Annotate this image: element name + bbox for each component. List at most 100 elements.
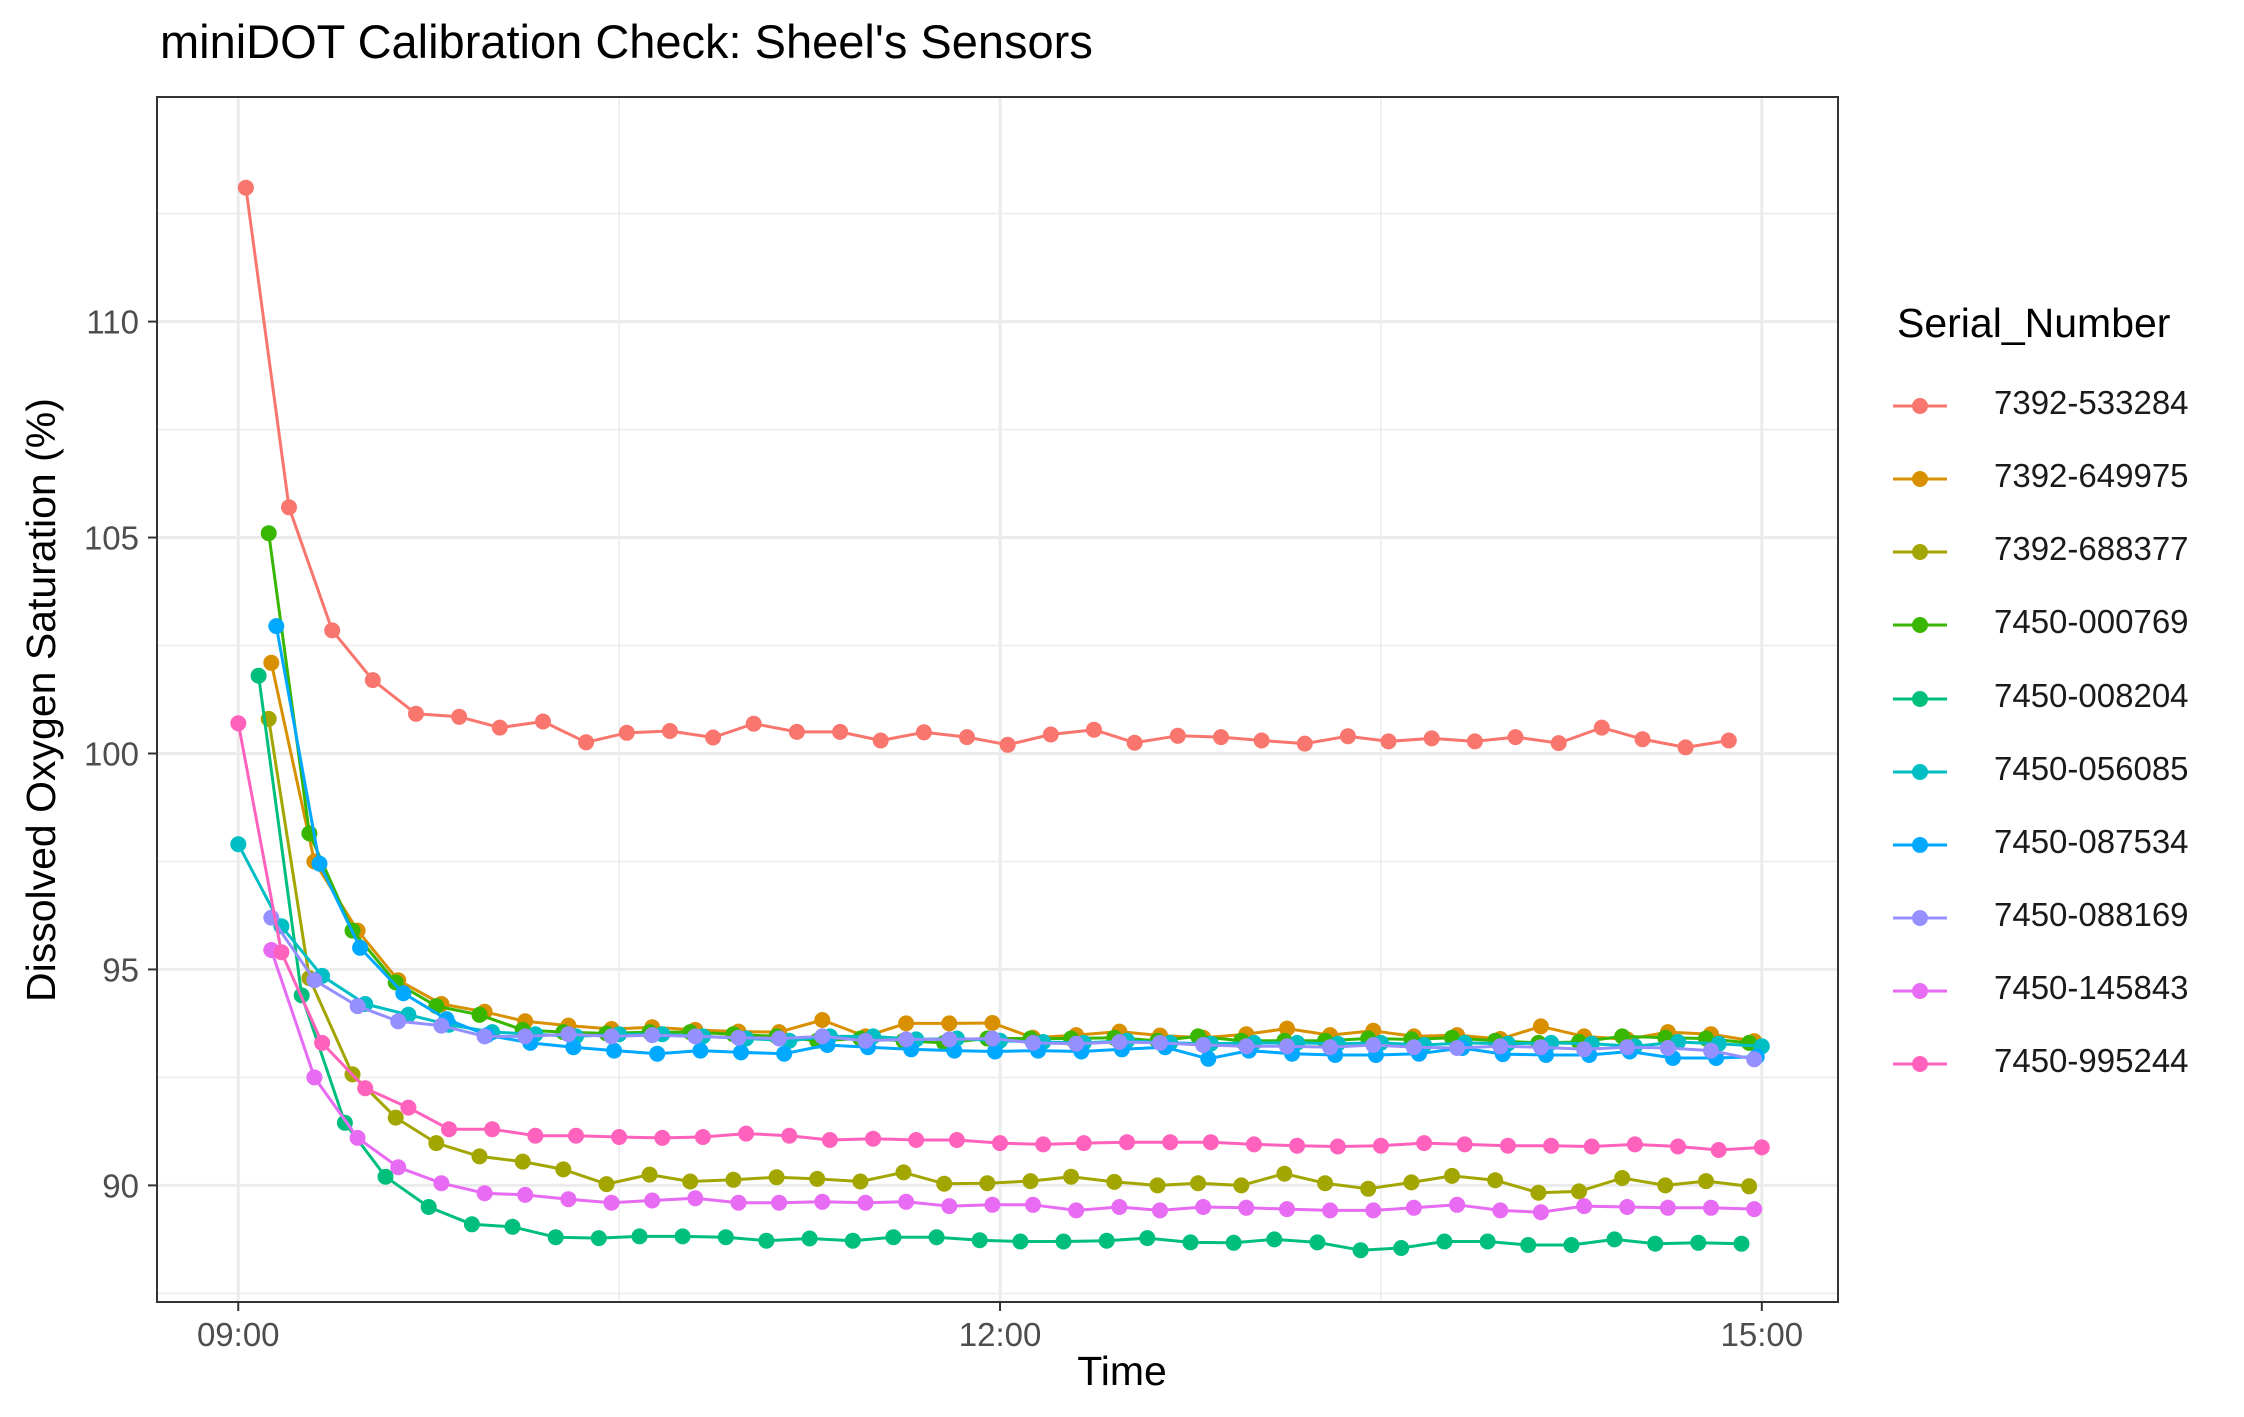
- data-point: [1106, 1173, 1123, 1190]
- series-7450-995244: [230, 715, 1770, 1158]
- data-point: [1322, 1202, 1339, 1219]
- data-point: [898, 1193, 915, 1210]
- data-point: [941, 1015, 958, 1032]
- data-point: [788, 723, 805, 740]
- data-point: [1352, 1242, 1369, 1259]
- legend-key-point: [1912, 544, 1928, 561]
- legend-key-point: [1912, 1056, 1928, 1073]
- data-point: [471, 1148, 488, 1165]
- data-point: [1111, 1199, 1128, 1215]
- data-point: [915, 724, 932, 741]
- data-point: [898, 1015, 915, 1032]
- legend-label: 7392-649975: [1994, 457, 2189, 495]
- data-point: [237, 179, 254, 196]
- data-point: [692, 1042, 709, 1059]
- series-layer: [230, 179, 1770, 1259]
- legend-key-point: [1912, 910, 1928, 927]
- data-point: [1289, 1137, 1306, 1154]
- data-point: [844, 1232, 861, 1249]
- data-point: [948, 1132, 965, 1148]
- y-tick-label: 110: [86, 304, 139, 341]
- data-point: [1659, 1199, 1676, 1216]
- data-point: [895, 1164, 912, 1181]
- data-point: [649, 1045, 666, 1062]
- x-tick-label: 09:00: [197, 1316, 280, 1353]
- data-point: [451, 708, 468, 725]
- data-point: [984, 1196, 1001, 1213]
- data-point: [776, 1045, 793, 1062]
- data-point: [1329, 1138, 1346, 1155]
- data-point: [598, 1176, 615, 1193]
- data-point: [1583, 1138, 1600, 1155]
- legend-key: [1893, 983, 1947, 1000]
- legend-item: 7450-087534: [1885, 810, 2244, 880]
- data-point: [1253, 732, 1270, 749]
- data-point: [387, 1109, 404, 1126]
- data-point: [852, 1173, 869, 1190]
- data-point: [1733, 1235, 1750, 1252]
- data-point: [984, 1030, 1001, 1047]
- data-point: [1444, 1167, 1460, 1184]
- data-point: [1025, 1196, 1041, 1213]
- legend-label: 7392-533284: [1994, 384, 2189, 421]
- data-point: [281, 499, 297, 516]
- data-point: [1532, 1204, 1549, 1221]
- data-point: [314, 1034, 331, 1051]
- data-point: [1405, 1199, 1422, 1216]
- legend-label: 7450-000769: [1994, 603, 2189, 641]
- data-point: [1322, 1039, 1339, 1056]
- data-point: [865, 1130, 882, 1147]
- axis-layer: 09:00 12:00 15:00 90 95 100 105 110: [84, 304, 1803, 1353]
- y-axis-label-wrap: Dissolved Oxygen Saturation (%): [18, 0, 68, 1417]
- data-point: [1492, 1038, 1509, 1055]
- data-point: [263, 654, 280, 671]
- data-point: [1365, 1202, 1382, 1219]
- data-point: [1466, 733, 1483, 750]
- data-point: [1360, 1180, 1377, 1197]
- data-point: [1563, 1237, 1580, 1253]
- data-point: [324, 622, 341, 639]
- data-point: [801, 1230, 818, 1247]
- data-point: [352, 939, 369, 956]
- data-point: [987, 1043, 1003, 1060]
- data-point: [992, 1135, 1008, 1152]
- data-point: [560, 1026, 577, 1043]
- data-point: [725, 1171, 742, 1188]
- data-point: [1238, 1199, 1255, 1216]
- data-point: [603, 1194, 620, 1211]
- data-point: [1543, 1137, 1560, 1154]
- legend-key-point: [1912, 471, 1928, 488]
- data-point: [1449, 1196, 1466, 1213]
- data-point: [504, 1218, 521, 1235]
- data-point: [771, 1030, 788, 1047]
- data-point: [936, 1175, 953, 1192]
- data-point: [644, 1192, 661, 1209]
- data-point: [463, 1216, 480, 1233]
- data-point: [547, 1229, 564, 1246]
- data-point: [979, 1175, 996, 1192]
- data-point: [568, 1127, 584, 1144]
- data-point: [705, 729, 722, 746]
- data-point: [941, 1198, 958, 1215]
- data-point: [590, 1230, 607, 1247]
- data-point: [306, 1069, 323, 1086]
- data-point: [306, 972, 323, 989]
- y-tick-label: 105: [84, 520, 139, 557]
- legend-label: 7450-056085: [1994, 749, 2189, 787]
- series-7392-533284: [237, 179, 1737, 756]
- legend-key: [1893, 836, 1947, 853]
- data-point: [357, 1080, 374, 1097]
- data-point: [433, 1175, 450, 1192]
- data-point: [771, 1194, 788, 1211]
- legend-item: 7450-000769: [1885, 590, 2244, 660]
- data-point: [1152, 1202, 1168, 1219]
- data-point: [1606, 1231, 1623, 1248]
- data-point: [687, 1028, 704, 1045]
- data-point: [1659, 1040, 1676, 1056]
- data-point: [733, 1044, 749, 1061]
- data-point: [1405, 1039, 1422, 1056]
- data-point: [1499, 1137, 1516, 1154]
- data-point: [1126, 734, 1143, 751]
- legend-label: 7450-995244: [1994, 1042, 2189, 1080]
- data-point: [408, 705, 424, 722]
